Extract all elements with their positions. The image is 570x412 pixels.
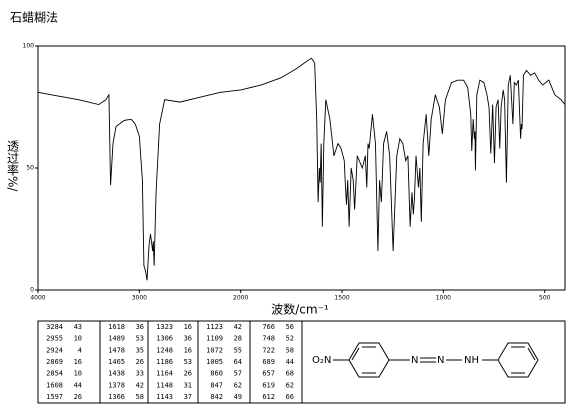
peak-wavenumber: 1438: [108, 370, 125, 378]
peak-transmittance: 62: [234, 381, 242, 389]
peak-transmittance: 35: [136, 346, 144, 354]
peak-wavenumber: 860: [210, 370, 223, 378]
peak-transmittance: 26: [136, 358, 144, 366]
peak-transmittance: 36: [184, 335, 192, 343]
x-tick-label: 2000: [233, 295, 248, 302]
peak-wavenumber: 2924: [46, 346, 63, 354]
peak-wavenumber: 842: [210, 393, 223, 401]
peak-transmittance: 62: [286, 381, 294, 389]
peak-transmittance: 36: [136, 323, 144, 331]
peak-wavenumber: 1005: [206, 358, 223, 366]
peak-transmittance: 43: [74, 323, 82, 331]
peak-transmittance: 37: [184, 393, 192, 401]
bond: [351, 347, 360, 361]
peak-transmittance: 31: [184, 381, 192, 389]
x-tick-label: 500: [539, 295, 551, 302]
x-tick-label: 4000: [30, 295, 45, 302]
peak-transmittance: 26: [74, 393, 82, 401]
peak-wavenumber: 612: [262, 393, 275, 401]
atom: NH: [464, 355, 479, 366]
structure: O₂N N N NH: [312, 342, 539, 378]
peak-transmittance: 57: [234, 370, 242, 378]
nitro-group: O₂N: [312, 355, 331, 366]
peak-transmittance: 33: [136, 370, 144, 378]
peak-wavenumber: 1465: [108, 358, 125, 366]
peak-wavenumber: 1109: [206, 335, 223, 343]
x-axis-label: 波数/cm⁻¹: [271, 302, 329, 317]
peak-transmittance: 44: [286, 358, 294, 366]
chart-title: 石蜡糊法: [10, 10, 58, 25]
peak-transmittance: 26: [184, 370, 192, 378]
peak-transmittance: 28: [234, 335, 242, 343]
peak-transmittance: 16: [184, 323, 192, 331]
peak-wavenumber: 722: [262, 346, 275, 354]
peak-transmittance: 64: [234, 358, 242, 366]
peak-transmittance: 52: [286, 335, 294, 343]
peak-wavenumber: 2869: [46, 358, 63, 366]
x-tick-label: 1500: [334, 295, 349, 302]
x-tick-label: 3000: [132, 295, 147, 302]
peak-wavenumber: 1248: [156, 346, 173, 354]
benzene-ring: [348, 342, 390, 378]
peak-transmittance: 44: [74, 381, 82, 389]
peak-transmittance: 56: [286, 323, 294, 331]
peak-transmittance: 49: [234, 393, 242, 401]
spectrum-line: [37, 57, 566, 281]
peak-wavenumber: 1489: [108, 335, 125, 343]
y-tick-label: 50: [26, 165, 34, 172]
peak-wavenumber: 689: [262, 358, 275, 366]
bond: [527, 347, 536, 361]
peak-wavenumber: 847: [210, 381, 223, 389]
peak-transmittance: 42: [136, 381, 144, 389]
atom: N: [411, 355, 418, 366]
peak-transmittance: 16: [74, 358, 82, 366]
peak-wavenumber: 2955: [46, 335, 63, 343]
peak-wavenumber: 1323: [156, 323, 173, 331]
peak-wavenumber: 1143: [156, 393, 173, 401]
peak-transmittance: 10: [74, 335, 82, 343]
y-tick-label: 0: [30, 287, 34, 294]
peak-wavenumber: 1608: [46, 381, 63, 389]
peak-transmittance: 4: [78, 346, 82, 354]
x-tick-label: 1000: [436, 295, 451, 302]
peak-wavenumber: 1366: [108, 393, 125, 401]
y-tick-label: 100: [23, 43, 35, 50]
peak-wavenumber: 2854: [46, 370, 63, 378]
peak-wavenumber: 1123: [206, 323, 223, 331]
peak-wavenumber: 1164: [156, 370, 173, 378]
peak-wavenumber: 1618: [108, 323, 125, 331]
peak-transmittance: 53: [136, 335, 144, 343]
peak-wavenumber: 619: [262, 381, 275, 389]
peak-wavenumber: 657: [262, 370, 275, 378]
peak-wavenumber: 1306: [156, 335, 173, 343]
plot-frame: [37, 45, 566, 291]
peak-transmittance: 10: [74, 370, 82, 378]
peak-wavenumber: 1597: [46, 393, 63, 401]
peak-transmittance: 68: [286, 370, 294, 378]
y-axis-label: 透过率%/: [6, 140, 20, 193]
peak-transmittance: 42: [234, 323, 242, 331]
atom: N: [437, 355, 444, 366]
peak-wavenumber: 766: [262, 323, 275, 331]
peak-transmittance: 55: [234, 346, 242, 354]
peak-wavenumber: 1072: [206, 346, 223, 354]
peak-transmittance: 58: [136, 393, 144, 401]
peak-wavenumber: 1186: [156, 358, 173, 366]
peak-wavenumber: 1478: [108, 346, 125, 354]
benzene-ring: [497, 342, 539, 378]
peak-wavenumber: 1148: [156, 381, 173, 389]
peak-transmittance: 16: [184, 346, 192, 354]
peak-wavenumber: 748: [262, 335, 275, 343]
peak-transmittance: 53: [184, 358, 192, 366]
peak-wavenumber: 1378: [108, 381, 125, 389]
peak-transmittance: 66: [286, 393, 294, 401]
peak-wavenumber: 3284: [46, 323, 63, 331]
peak-transmittance: 58: [286, 346, 294, 354]
